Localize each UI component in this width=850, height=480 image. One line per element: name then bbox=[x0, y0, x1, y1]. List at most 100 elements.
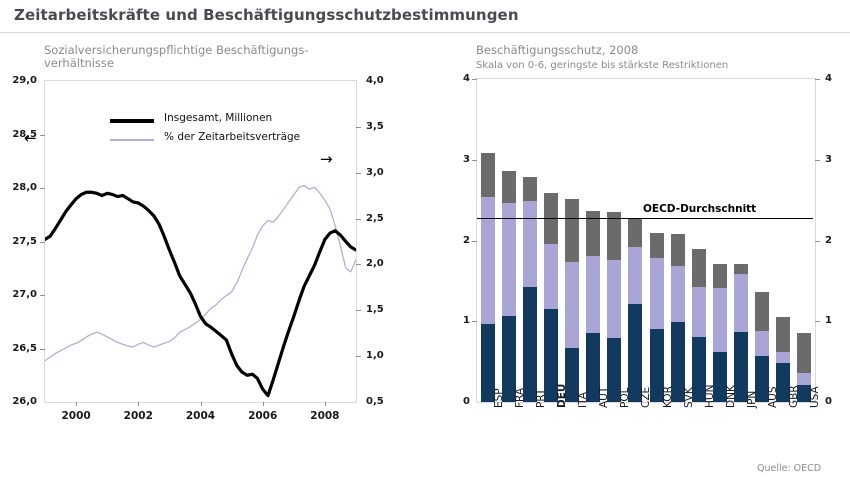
bar-segment bbox=[565, 262, 580, 348]
bar-column[interactable] bbox=[565, 79, 580, 402]
bar-segment bbox=[607, 338, 622, 402]
bar-segment bbox=[797, 372, 812, 386]
bar-segment bbox=[797, 385, 812, 402]
bar-segment bbox=[691, 287, 706, 338]
left-chart-ytick-label-right: 4,0 bbox=[366, 75, 384, 86]
bar-column[interactable] bbox=[797, 79, 812, 402]
left-chart-ytick-label: 28,5 bbox=[12, 128, 37, 140]
right-chart-subtitle: Beschäftigungsschutz, 2008 bbox=[476, 43, 639, 57]
bar-segment bbox=[734, 263, 749, 274]
bar-column[interactable] bbox=[607, 79, 622, 402]
left-chart-ytick-label: 29,0 bbox=[12, 75, 37, 86]
bar-segment bbox=[734, 331, 749, 402]
bar-chart-ytick-label: 1 bbox=[825, 315, 832, 327]
left-chart-ytick-label: 27,5 bbox=[12, 235, 37, 247]
bar-chart-ytick bbox=[472, 321, 477, 323]
left-chart-ytick-label: 26,0 bbox=[12, 396, 37, 407]
bar-column[interactable] bbox=[501, 79, 516, 402]
bar-category-label: DEU bbox=[555, 383, 568, 408]
bar-column[interactable] bbox=[628, 79, 643, 402]
bar-segment bbox=[480, 324, 495, 402]
bar-segment bbox=[543, 309, 558, 402]
bar-chart-ytick bbox=[472, 159, 477, 161]
bar-column[interactable] bbox=[480, 79, 495, 402]
bar-segment bbox=[565, 347, 580, 402]
bar-segment bbox=[565, 198, 580, 263]
left-chart-ytick-label-right: 3,5 bbox=[366, 120, 384, 132]
bar-chart-ytick-label: 1 bbox=[463, 315, 470, 327]
bar-segment bbox=[522, 200, 537, 287]
left-chart-ytick bbox=[40, 134, 45, 136]
bar-category-label: POL bbox=[619, 387, 632, 408]
bar-column[interactable] bbox=[776, 79, 791, 402]
bar-segment bbox=[543, 243, 558, 310]
bar-chart-ytick bbox=[815, 240, 820, 242]
left-chart-ytick-right bbox=[356, 310, 361, 312]
bar-segment bbox=[501, 316, 516, 402]
bar-segment bbox=[586, 332, 601, 402]
bar-segment bbox=[776, 363, 791, 402]
left-chart-xtick bbox=[200, 402, 202, 406]
bar-segment bbox=[607, 212, 622, 260]
left-chart-xtick-label: 2006 bbox=[248, 410, 278, 422]
left-chart-subtitle: Sozialversicherungspflichtige Beschäftig… bbox=[44, 44, 364, 70]
bar-segment bbox=[734, 273, 749, 332]
bar-segment bbox=[755, 292, 770, 331]
bar-segment bbox=[712, 288, 727, 352]
bar-category-label: USA bbox=[809, 386, 822, 408]
right-axis-arrow-icon: → bbox=[320, 150, 333, 168]
bar-segment bbox=[670, 322, 685, 402]
bar-column[interactable] bbox=[712, 79, 727, 402]
left-chart-ytick-label: 26,5 bbox=[12, 342, 37, 354]
bar-column[interactable] bbox=[670, 79, 685, 402]
left-chart-xtick bbox=[262, 402, 264, 406]
bar-column[interactable] bbox=[522, 79, 537, 402]
bar-segment bbox=[755, 355, 770, 402]
bar-segment bbox=[628, 246, 643, 305]
bar-segment bbox=[776, 317, 791, 352]
left-chart-ytick-right bbox=[356, 126, 361, 128]
bar-segment bbox=[712, 263, 727, 289]
left-chart-subtitle-line1: Sozialversicherungspflichtige Beschäftig… bbox=[44, 43, 309, 57]
left-chart-legend-label: Insgesamt, Millionen bbox=[164, 112, 273, 124]
left-chart-ytick-right bbox=[356, 264, 361, 266]
left-chart-ytick-right bbox=[356, 356, 361, 358]
bar-segment bbox=[691, 337, 706, 402]
bar-chart-ytick-label: 3 bbox=[463, 153, 470, 165]
bar-column[interactable] bbox=[734, 79, 749, 402]
left-chart-ytick-label-right: 3,0 bbox=[366, 166, 384, 178]
bar-segment bbox=[797, 333, 812, 373]
bar-segment bbox=[501, 171, 516, 204]
bar-column[interactable] bbox=[755, 79, 770, 402]
left-chart-xtick-label: 2000 bbox=[61, 410, 91, 422]
bar-segment bbox=[691, 249, 706, 288]
left-chart-ytick-label-right: 0,5 bbox=[366, 396, 384, 407]
bar-chart-ytick bbox=[472, 79, 477, 80]
bar-chart-ytick-label: 2 bbox=[463, 234, 470, 246]
left-chart-xtick bbox=[138, 402, 140, 406]
bar-segment bbox=[649, 258, 664, 329]
bar-category-label: CZE bbox=[640, 386, 653, 408]
bar-column[interactable] bbox=[543, 79, 558, 402]
left-chart-ytick-label: 28,0 bbox=[12, 182, 37, 193]
bar-column[interactable] bbox=[586, 79, 601, 402]
left-chart-xtick bbox=[324, 402, 326, 406]
bar-column[interactable] bbox=[691, 79, 706, 402]
bar-category-label: ESP bbox=[492, 388, 505, 408]
bar-segment bbox=[522, 286, 537, 402]
bar-chart-ytick bbox=[815, 79, 820, 80]
bar-group bbox=[477, 79, 815, 402]
bar-category-label: ITA bbox=[577, 392, 590, 408]
right-chart-subtitle-2: Skala von 0-6, geringste bis stärkste Re… bbox=[476, 60, 729, 71]
left-chart-ytick-label-right: 2,0 bbox=[366, 258, 384, 270]
bar-chart-ytick-label: 4 bbox=[825, 73, 832, 84]
left-chart-plot-area bbox=[44, 80, 357, 403]
bar-category-label: GBR bbox=[788, 385, 801, 408]
bar-column[interactable] bbox=[649, 79, 664, 402]
bar-segment bbox=[670, 234, 685, 266]
left-chart-ytick bbox=[40, 295, 45, 296]
bar-segment bbox=[607, 259, 622, 339]
bar-segment bbox=[755, 330, 770, 356]
bar-segment bbox=[628, 217, 643, 247]
